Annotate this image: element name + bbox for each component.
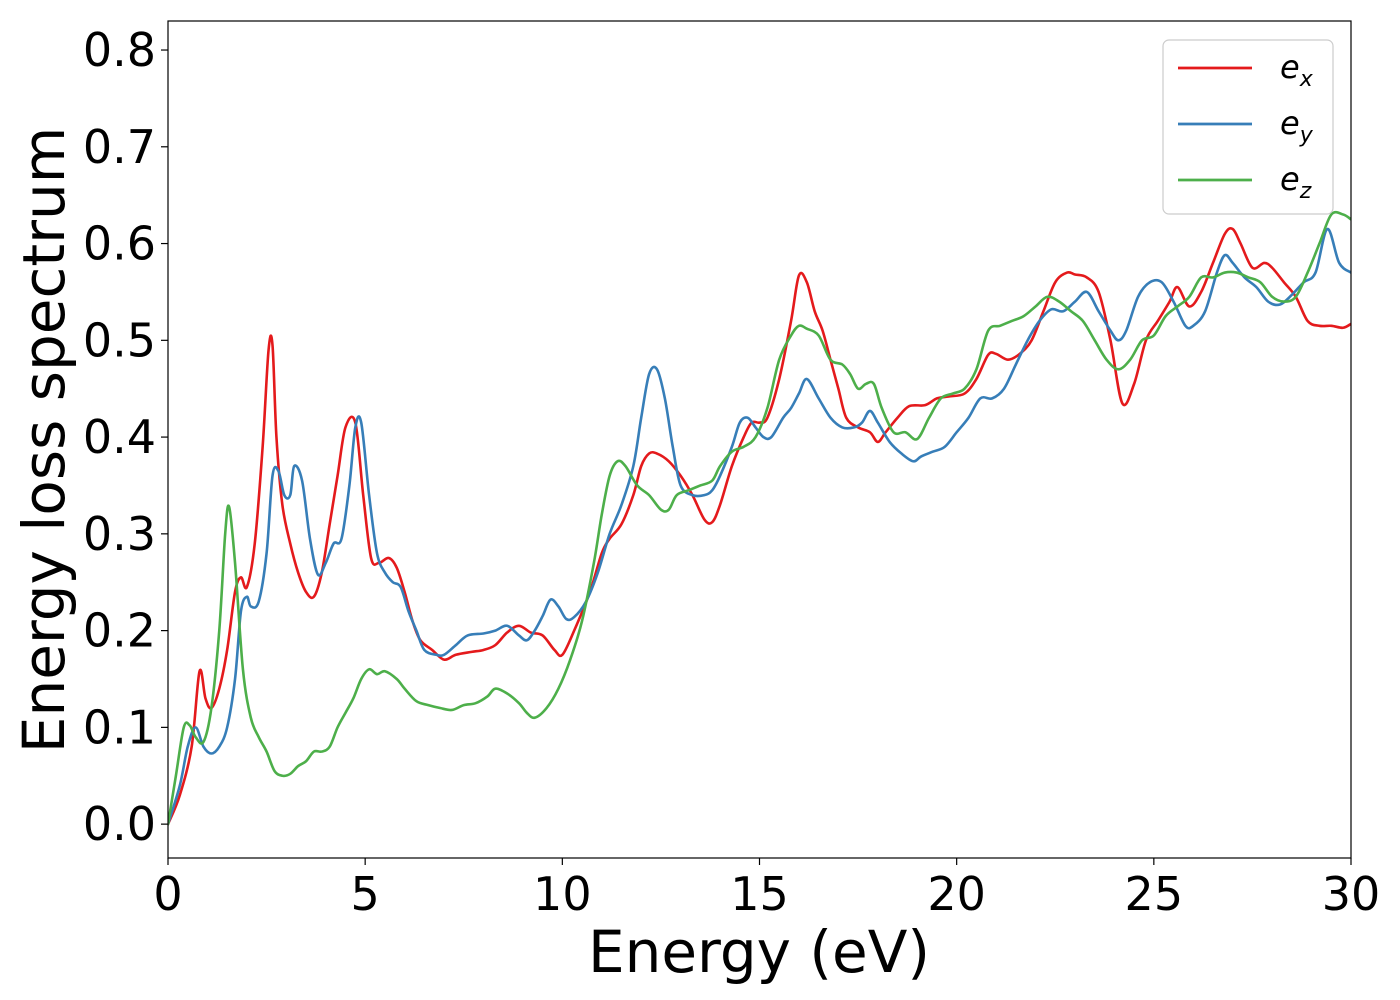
legend-label-subscript: y [1299,123,1314,148]
x-tick-label: 25 [1125,867,1184,921]
tick-layer: 0 5 10 15 20 25 30 0.0 0.1 0.2 0.3 0.4 0.5 0.6 0.7 0.8 [83,23,1380,921]
y-tick-label: 0.3 [83,507,156,561]
series-line-z [168,210,1351,826]
legend-label-subscript: x [1299,67,1314,92]
plot-frame [167,20,1352,859]
x-tick-label: 20 [927,867,986,921]
x-axis-title: Energy (eV) [588,918,930,986]
y-axis-title: Energy loss spectrum [10,127,78,753]
y-tick-label: 0.1 [83,700,156,754]
x-tick-label: 0 [153,867,182,921]
y-tick-label: 0.4 [83,410,156,464]
y-tick-label: 0.0 [83,797,156,851]
x-tick-label: 30 [1322,867,1381,921]
legend-label-base: e [1280,104,1300,142]
legend-label-base: e [1280,160,1300,198]
y-tick-label: 0.6 [83,217,156,271]
y-tick-label: 0.2 [83,604,156,658]
series-layer [168,210,1351,826]
x-tick-label: 5 [351,867,380,921]
legend-label-z: ez [1280,160,1312,204]
legend-label-y: ey [1280,104,1314,148]
series-line-x [168,227,1351,826]
legend-box [1162,39,1334,215]
y-tick-label: 0.5 [83,313,156,367]
x-tick-label: 10 [533,867,592,921]
series-line-y [168,227,1351,826]
legend-label-x: ex [1280,48,1314,92]
y-tick-label: 0.8 [83,23,156,77]
legend-label-base: e [1280,48,1300,86]
y-tick-label: 0.7 [83,120,156,174]
x-tick-label: 15 [730,867,789,921]
legend-label-subscript: z [1299,179,1312,204]
